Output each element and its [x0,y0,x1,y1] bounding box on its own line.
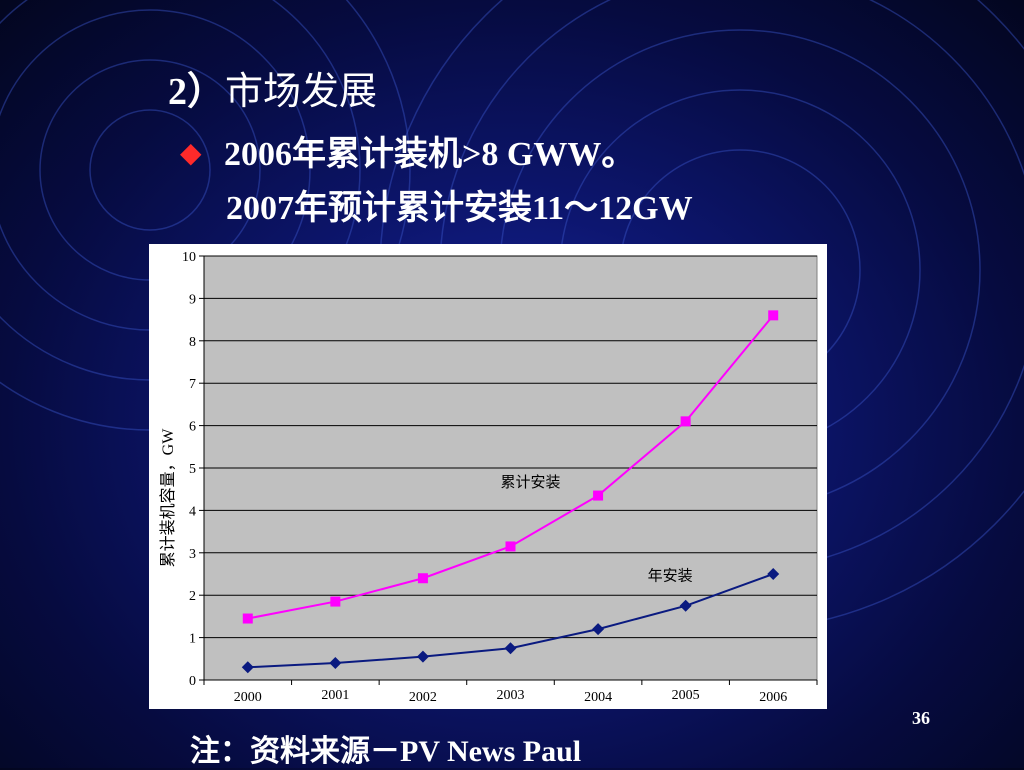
x-tick-label: 2005 [672,688,700,703]
x-tick-label: 2002 [409,690,437,705]
cumulative-point [330,596,341,607]
heading-number: 2） [168,71,226,113]
y-axis-title: 累计装机容量，GW [159,428,177,568]
cumulative-series-label: 累计安装 [501,473,561,491]
y-tick-label: 4 [189,504,196,519]
y-tick-label: 8 [189,335,196,350]
line-chart: 0 1 2 3 4 5 6 7 8 9 10 2000 2001 2002 2003 2004 2005 2006… [149,244,827,709]
cumulative-point [505,541,516,552]
y-tick-label: 7 [189,377,196,392]
cumulative-point [680,416,691,427]
y-tick-label: 5 [189,462,196,477]
cumulative-point [417,573,428,584]
x-tick-label: 2003 [497,688,525,703]
y-tick-label: 9 [189,292,196,307]
x-tick-label: 2001 [321,688,349,703]
red-diamond-icon: ◆ [180,138,202,169]
annual-point [592,623,605,636]
bullet-line-2: 2007年预计累计安装11～12GW [226,190,693,227]
annual-point [416,650,429,663]
annual-point [679,599,692,612]
annual-point [329,657,342,670]
x-tick-label: 2006 [759,690,787,705]
y-tick-label: 2 [189,589,196,604]
annual-point [241,661,254,674]
page-number: 36 [912,708,930,728]
chart-canvas: 0 1 2 3 4 5 6 7 8 9 10 2000 2001 2002 2003 2004 2005 2006… [159,250,818,705]
annual-point [767,568,780,580]
bullet-line-1: 2006年累计装机>8 GWW。 [224,136,636,173]
y-tick-label: 0 [189,674,196,689]
heading-title: 市场发展 [225,71,378,113]
cumulative-point [593,490,604,501]
y-tick-label: 1 [189,632,196,647]
cumulative-point [242,613,253,624]
slide-heading: 2）市场发展 [168,60,377,115]
cumulative-point [768,310,779,321]
annual-series-label: 年安装 [648,566,693,584]
source-footnote: 注：资料来源－PV News Paul [190,735,582,768]
bullet-item: ◆ 2006年累计装机>8 GWW。 [180,126,635,175]
y-tick-label: 3 [189,547,196,562]
x-tick-label: 2000 [234,690,262,705]
annual-point [504,642,517,655]
y-tick-label: 6 [189,420,196,435]
y-tick-label: 10 [182,250,196,265]
x-tick-label: 2004 [584,690,612,705]
